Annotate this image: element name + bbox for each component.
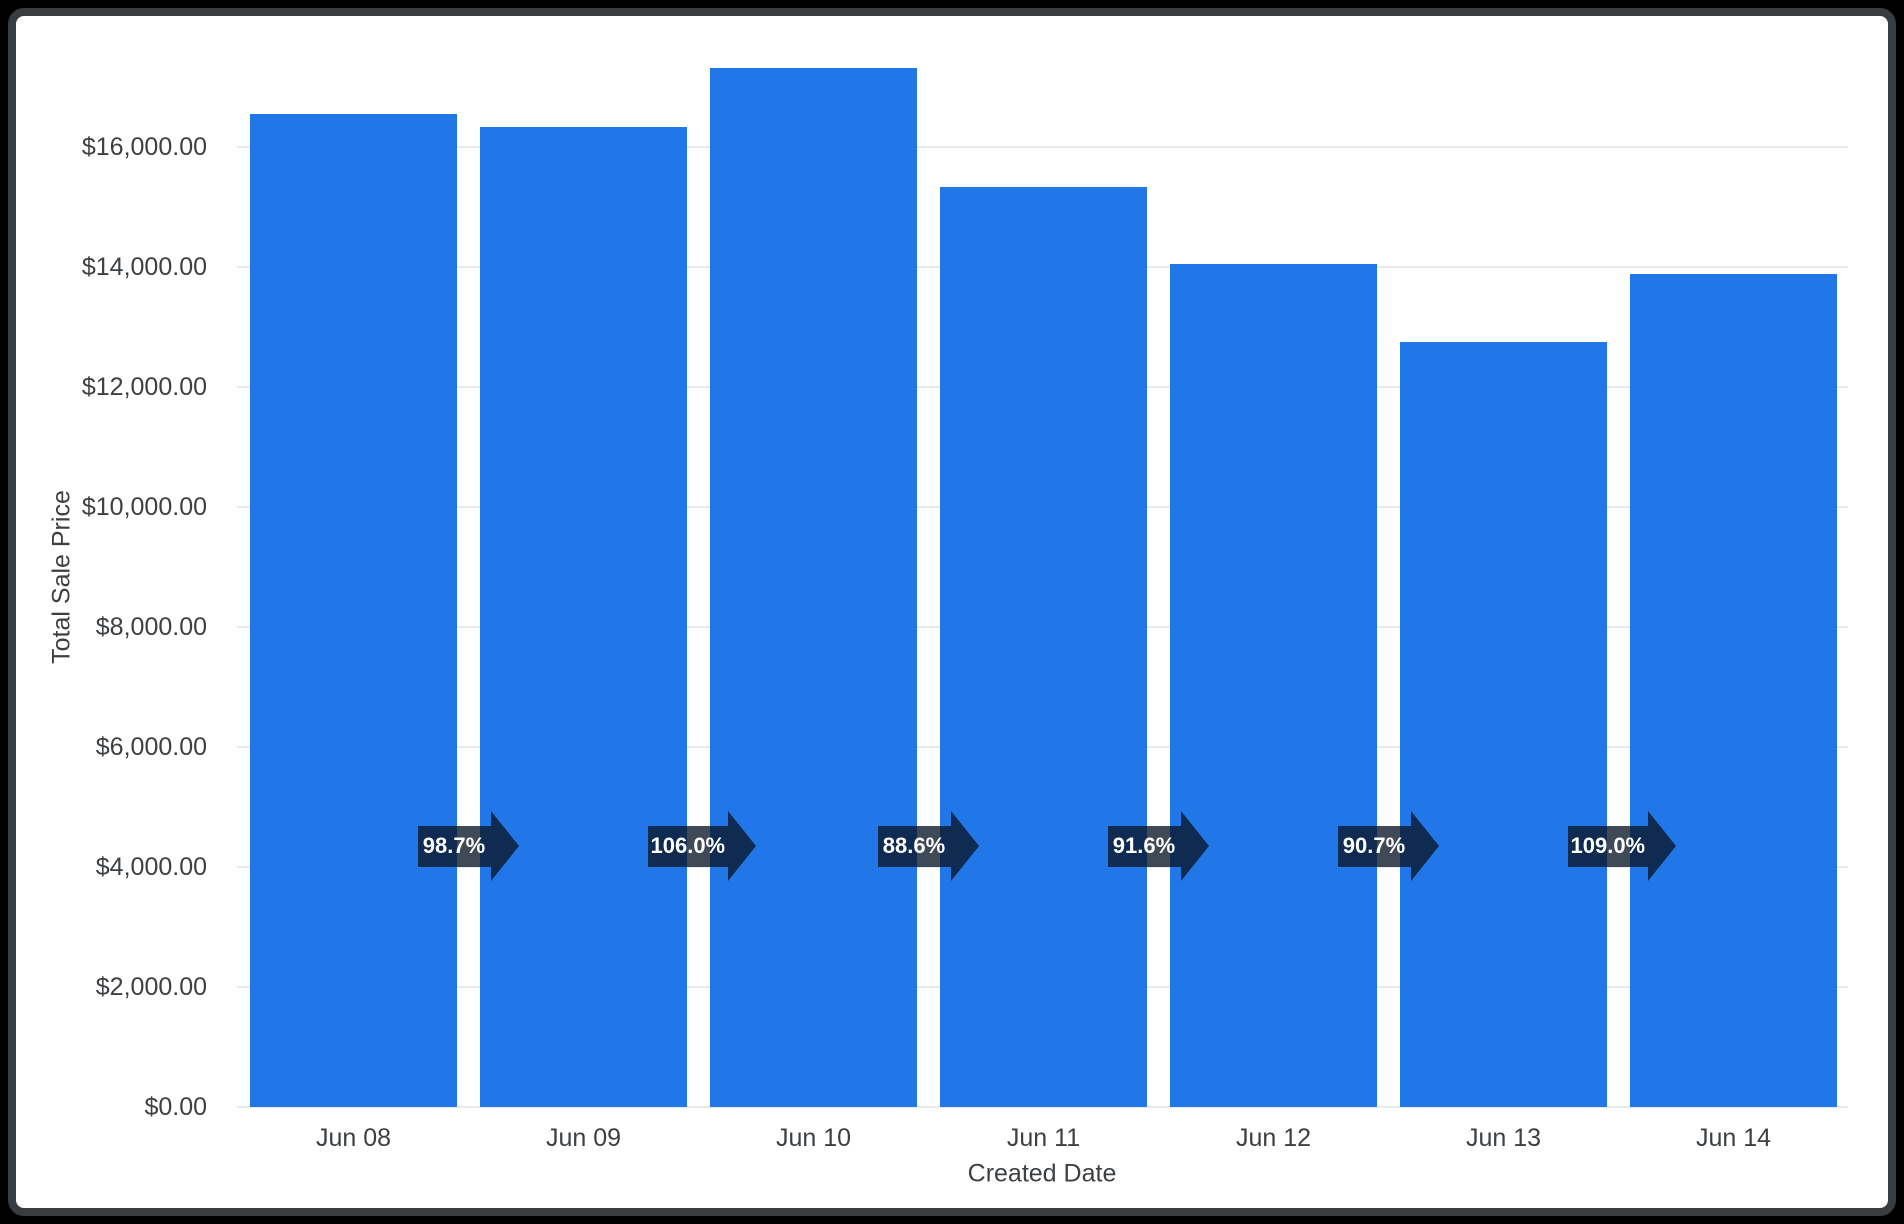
arrow-right-icon [728, 811, 757, 881]
pct-change-badge: 109.0% [1567, 811, 1677, 881]
arrow-right-icon [1410, 811, 1439, 881]
bar-jun-14[interactable] [1630, 273, 1837, 1107]
pct-change-badge: 91.6% [1107, 811, 1209, 881]
arrow-right-icon [1648, 811, 1677, 881]
y-tick-label: $10,000.00 [81, 493, 207, 521]
y-gridline [237, 1106, 1848, 1108]
x-tick-label: Jun 11 [1006, 1124, 1081, 1152]
bar-jun-12[interactable] [1170, 264, 1377, 1107]
pct-change-value: 98.7% [417, 825, 491, 867]
arrow-right-icon [1180, 811, 1209, 881]
x-axis-title: Created Date [967, 1159, 1117, 1188]
x-tick-label: Jun 09 [545, 1124, 622, 1152]
bar-jun-13[interactable] [1400, 342, 1607, 1107]
x-tick-label: Jun 13 [1465, 1124, 1542, 1152]
y-tick-label: $4,000.00 [95, 853, 207, 881]
pct-change-badge: 98.7% [417, 811, 519, 881]
y-tick-label: $14,000.00 [81, 253, 207, 281]
bar-jun-08[interactable] [250, 114, 457, 1107]
pct-change-value: 106.0% [647, 825, 729, 867]
y-tick-label: $6,000.00 [95, 733, 207, 761]
bar-jun-10[interactable] [710, 68, 917, 1107]
x-tick-label: Jun 10 [775, 1124, 852, 1152]
y-tick-label: $12,000.00 [81, 373, 207, 401]
y-tick-label: $16,000.00 [81, 133, 207, 161]
pct-change-badge: 88.6% [877, 811, 979, 881]
pct-change-value: 88.6% [877, 825, 951, 867]
arrow-right-icon [950, 811, 979, 881]
pct-change-badge: 106.0% [647, 811, 757, 881]
y-axis-title: Total Sale Price [47, 490, 76, 664]
x-tick-label: Jun 08 [315, 1124, 392, 1152]
arrow-right-icon [490, 811, 519, 881]
y-tick-label: $8,000.00 [95, 613, 207, 641]
y-tick-label: $0.00 [144, 1093, 207, 1121]
pct-change-value: 91.6% [1107, 825, 1181, 867]
pct-change-value: 90.7% [1337, 825, 1411, 867]
y-gridline [237, 146, 1848, 148]
pct-change-badge: 90.7% [1337, 811, 1439, 881]
x-tick-label: Jun 14 [1695, 1124, 1772, 1152]
bar-jun-09[interactable] [480, 126, 687, 1107]
x-tick-label: Jun 12 [1235, 1124, 1312, 1152]
bar-jun-11[interactable] [940, 186, 1147, 1107]
y-tick-label: $2,000.00 [95, 973, 207, 1001]
pct-change-value: 109.0% [1567, 825, 1649, 867]
